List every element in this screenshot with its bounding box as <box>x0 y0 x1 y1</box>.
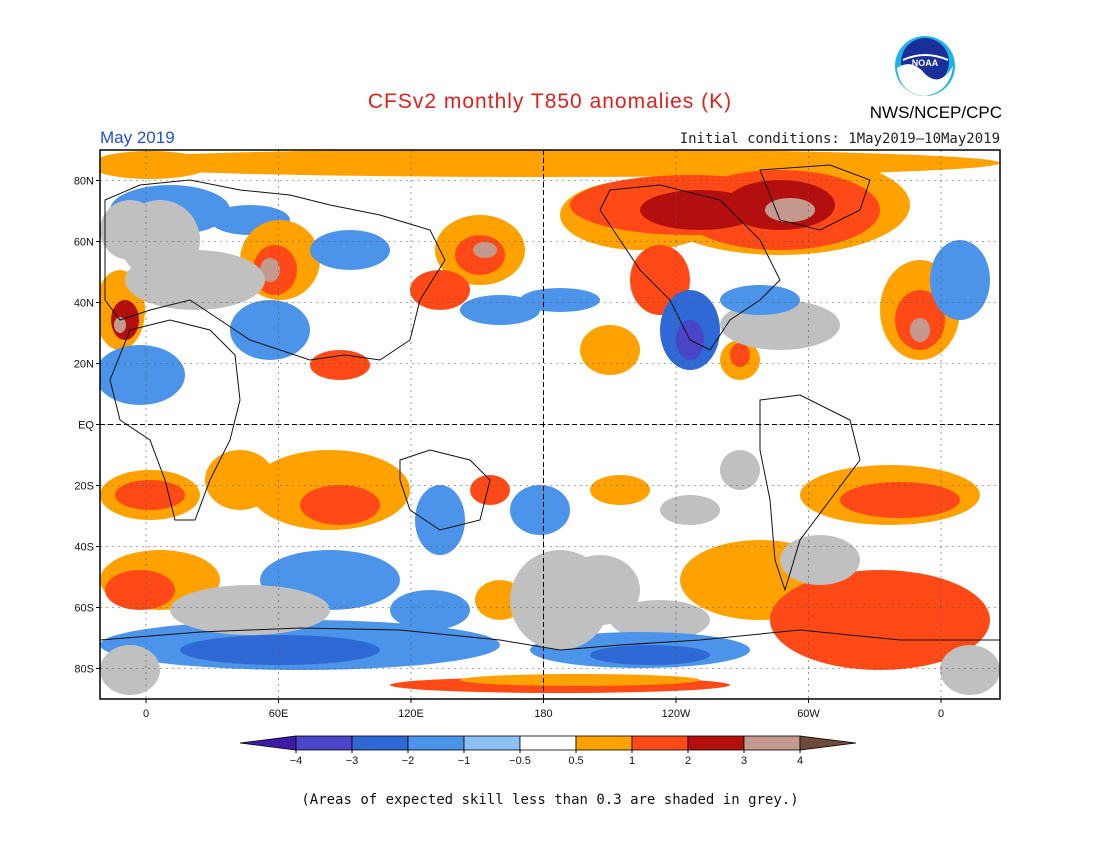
lat-tick-label: 60N <box>74 237 94 249</box>
lon-tick-label: 0 <box>938 708 944 720</box>
colorbar-level-label: 0.5 <box>568 755 583 767</box>
colorbar-swatch <box>575 735 633 751</box>
lat-tick-label: 20S <box>74 481 94 493</box>
colorbar-arrow-high <box>799 735 857 751</box>
lon-tick-label: 180 <box>534 708 552 720</box>
lon-tick-label: 60W <box>797 708 820 720</box>
lon-tick-label: 120W <box>662 708 691 720</box>
colorbar-swatch <box>463 735 521 751</box>
colorbar-swatch <box>351 735 409 751</box>
initial-conditions: Initial conditions: 1May2019–10May2019 <box>679 131 1000 147</box>
colorbar-level-label: 1 <box>629 755 635 767</box>
lat-tick-label: EQ <box>78 420 94 432</box>
coastlines <box>100 164 1000 651</box>
colorbar-level-label: −1 <box>458 755 471 767</box>
colorbar-level-label: 4 <box>797 755 803 767</box>
axis-labels: 80N 60N 40N 20N EQ 20S 40S 60S 80S 0 60E 120E 180 120… <box>74 176 944 721</box>
lon-tick-label: 120E <box>398 708 424 720</box>
skill-caption: (Areas of expected skill less than 0.3 a… <box>301 792 799 808</box>
lon-tick-label: 60E <box>269 708 289 720</box>
colorbar-swatch <box>743 735 801 751</box>
lon-tick-label: 0 <box>143 708 149 720</box>
lat-tick-label: 20N <box>74 359 94 371</box>
colorbar-swatch <box>295 735 353 751</box>
lat-tick-label: 40N <box>74 298 94 310</box>
lat-tick-label: 80N <box>74 176 94 188</box>
lat-tick-label: 40S <box>74 542 94 554</box>
colorbar-level-label: 3 <box>741 755 747 767</box>
colorbar-level-label: −4 <box>290 755 303 767</box>
gridlines <box>100 150 1000 699</box>
anomaly-fields <box>100 150 1000 695</box>
colorbar-level-label: −2 <box>402 755 415 767</box>
colorbar-swatch <box>687 735 745 751</box>
lat-tick-label: 80S <box>74 664 94 676</box>
lat-tick-label: 60S <box>74 603 94 615</box>
colorbar-arrow-low <box>239 735 297 751</box>
agency-name: NWS/NCEP/CPC <box>869 103 1002 122</box>
colorbar-swatch <box>519 735 577 751</box>
forecast-month: May 2019 <box>100 128 175 147</box>
map-title: CFSv2 monthly T850 anomalies (K) <box>367 90 733 113</box>
colorbar-swatch <box>407 735 465 751</box>
colorbar-level-label: −3 <box>346 755 359 767</box>
colorbar-swatch <box>631 735 689 751</box>
colorbar-level-label: −0.5 <box>509 755 531 767</box>
colorbar-level-label: 2 <box>685 755 691 767</box>
